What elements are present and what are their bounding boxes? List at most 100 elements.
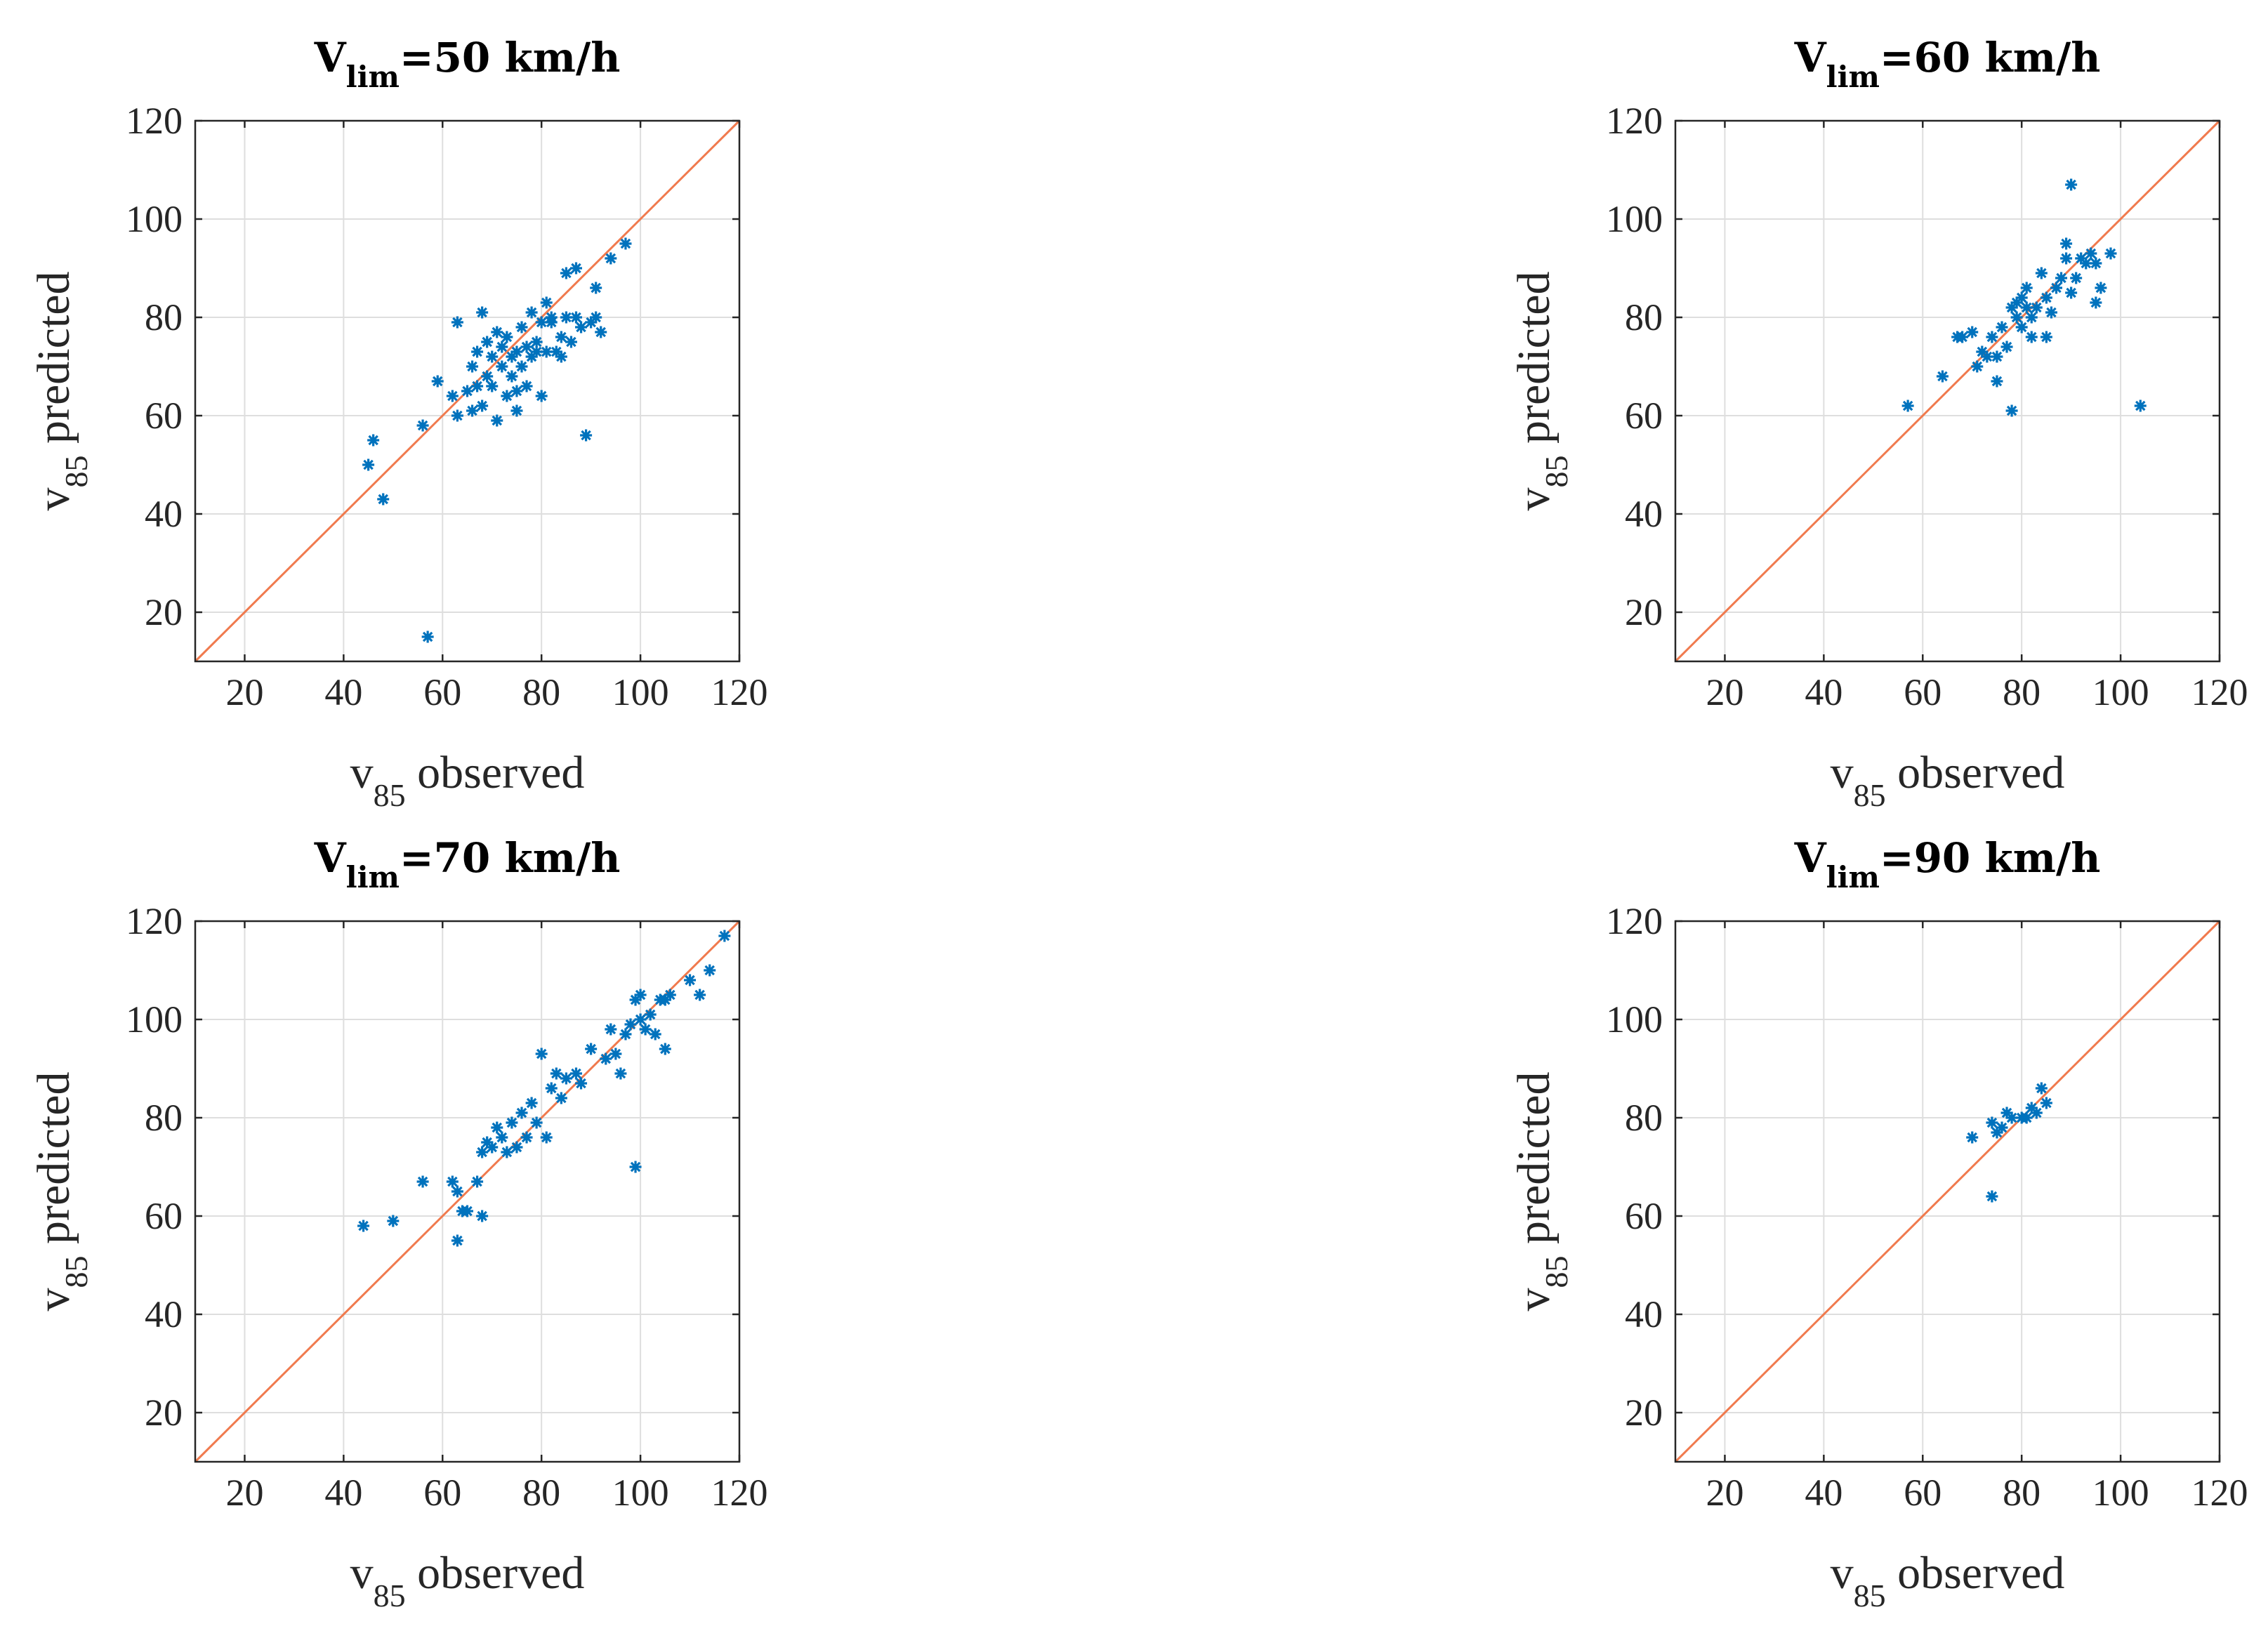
data-point (451, 316, 463, 329)
y-tick-label: 60 (145, 1195, 183, 1237)
y-tick-label: 100 (126, 198, 183, 240)
y-tick-label: 80 (145, 296, 183, 338)
x-tick-label: 80 (2003, 1472, 2040, 1514)
chart-title: Vlim=90 km/h (1794, 834, 2101, 894)
data-point (535, 390, 548, 402)
data-point (540, 296, 553, 309)
x-tick-label: 80 (522, 671, 560, 713)
data-point (2134, 399, 2147, 412)
axes-frame (194, 119, 741, 663)
data-point (555, 350, 567, 363)
y-tick-label: 60 (1625, 395, 1663, 437)
data-point (634, 1013, 647, 1026)
data-point (2030, 301, 2043, 314)
chart-title: Vlim=50 km/h (314, 34, 621, 94)
x-tick-label: 20 (225, 1472, 263, 1514)
data-point (634, 989, 647, 1001)
data-point (605, 252, 617, 265)
x-axis-label: v85 observed (1831, 747, 2065, 813)
data-point (357, 1220, 370, 1232)
data-point (486, 380, 499, 392)
data-point (1986, 1116, 1998, 1129)
data-point (694, 989, 706, 1001)
data-point (704, 964, 716, 977)
data-point (2040, 1097, 2052, 1109)
data-point (451, 1234, 463, 1247)
y-tick-label: 40 (1625, 493, 1663, 535)
data-point (362, 458, 375, 471)
data-point (501, 1146, 513, 1158)
y-tick-label: 120 (126, 900, 183, 942)
data-point (2020, 1111, 2033, 1124)
data-point (471, 380, 484, 392)
data-point (520, 380, 533, 392)
y-tick-label: 20 (1625, 1392, 1663, 1434)
y-tick-label: 20 (145, 1392, 183, 1434)
y-tick-label: 20 (145, 591, 183, 633)
data-point (2070, 272, 2083, 284)
data-point (2005, 1111, 2018, 1124)
y-axis-label: v85 predicted (1508, 1071, 1574, 1311)
data-point (496, 360, 508, 373)
data-point (2005, 404, 2018, 417)
data-point (629, 993, 642, 1006)
data-point (416, 419, 429, 432)
x-tick-label: 120 (2191, 1472, 2248, 1514)
x-tick-label: 40 (1805, 671, 1842, 713)
y-tick-label: 60 (145, 395, 183, 437)
data-point (2050, 282, 2062, 294)
x-axis-label: v85 observed (350, 747, 585, 813)
x-axis-label: v85 observed (350, 1547, 585, 1613)
data-point (619, 237, 632, 250)
data-point (1971, 360, 1984, 373)
data-point (609, 1048, 622, 1060)
y-axis-label: v85 predicted (28, 1071, 94, 1311)
data-point (491, 414, 503, 427)
data-point (476, 399, 489, 412)
chart-panel-4: 20 40 60 80 100 120 20 40 60 80 100 120 Vlim=90 km/h… (1508, 834, 2248, 1613)
data-point (377, 493, 390, 506)
data-point (595, 326, 607, 338)
data-point (1991, 1126, 2003, 1139)
data-point (486, 1141, 499, 1154)
data-point (684, 974, 697, 986)
data-point (476, 1210, 489, 1222)
data-point (2030, 1107, 2043, 1119)
identity-line (194, 920, 741, 1463)
data-point (570, 311, 582, 324)
x-tick-label: 40 (1805, 1472, 1842, 1514)
data-point (1936, 370, 1949, 383)
y-tick-label: 40 (145, 493, 183, 535)
data-point (619, 1028, 632, 1041)
data-point (545, 1082, 558, 1095)
data-point (1991, 350, 2003, 363)
data-point (1981, 350, 1993, 363)
data-point (501, 390, 513, 402)
data-point (2045, 306, 2057, 319)
chart-title: Vlim=70 km/h (314, 834, 621, 894)
data-point (367, 434, 380, 447)
data-point (520, 341, 533, 353)
data-point (2035, 1082, 2048, 1095)
data-point (530, 336, 543, 348)
data-point (520, 1131, 533, 1144)
data-point (421, 630, 434, 643)
data-point (1996, 1121, 2008, 1134)
y-axis-label: v85 predicted (1508, 271, 1574, 510)
data-point (387, 1215, 400, 1227)
x-tick-label: 60 (1904, 671, 1941, 713)
data-point (2005, 301, 2018, 314)
data-point (639, 1023, 652, 1036)
data-point (2055, 272, 2068, 284)
data-point (2000, 1107, 2013, 1119)
data-point (1976, 345, 1989, 358)
x-axis-label: v85 observed (1831, 1547, 2065, 1613)
data-point (545, 311, 558, 324)
data-point (491, 1121, 503, 1134)
x-tick-label: 120 (711, 1472, 768, 1514)
data-point (461, 385, 473, 397)
data-point (506, 350, 518, 363)
y-tick-label: 40 (1625, 1293, 1663, 1335)
data-point (1956, 331, 1969, 343)
y-tick-label: 100 (1606, 998, 1663, 1041)
